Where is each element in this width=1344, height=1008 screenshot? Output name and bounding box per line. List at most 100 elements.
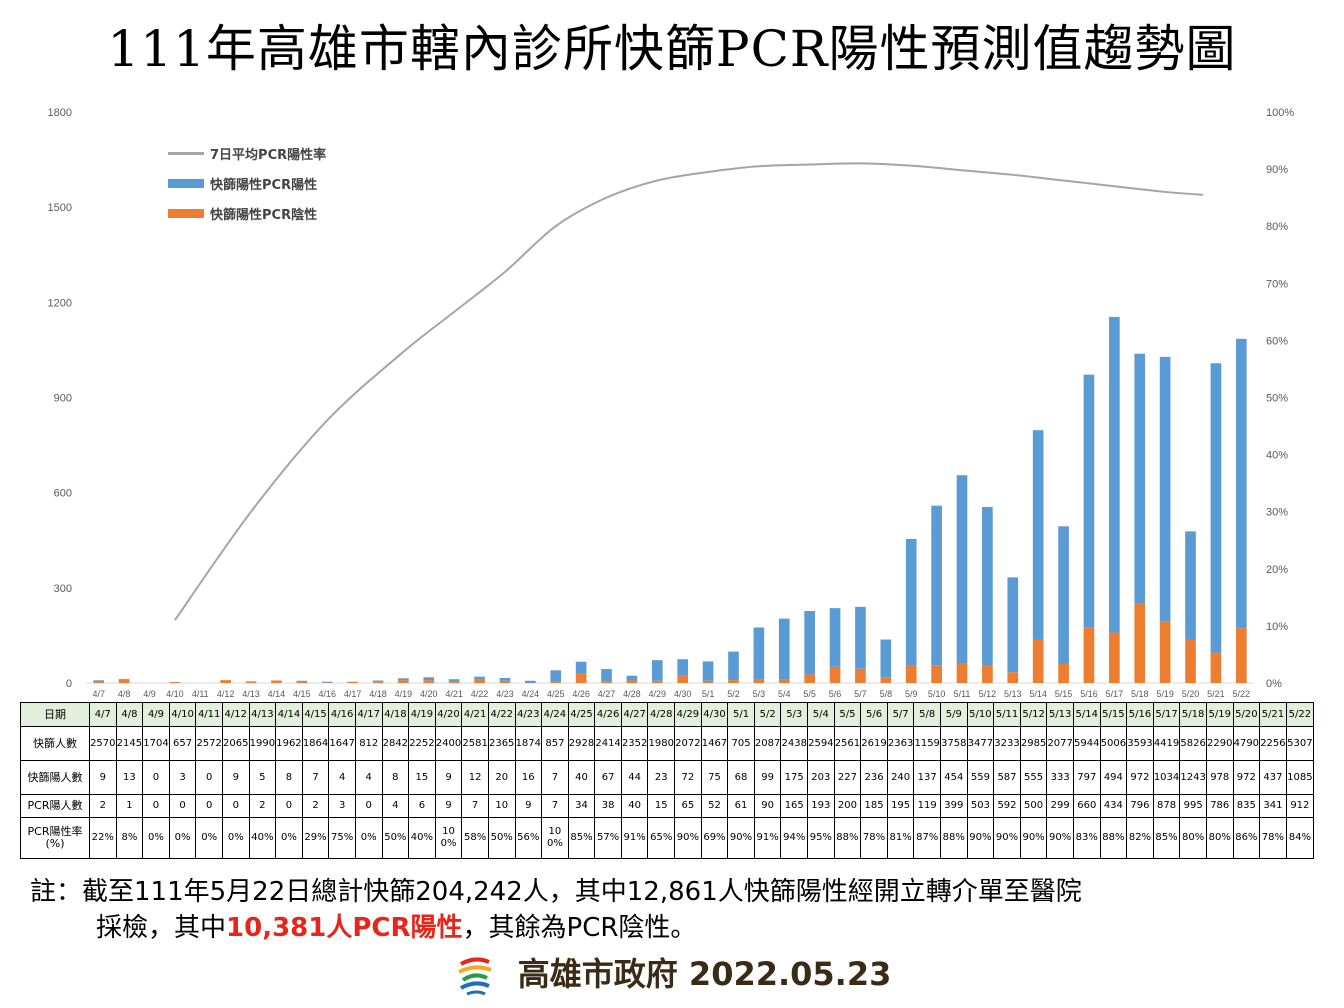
legend-line-swatch <box>168 151 204 155</box>
table-cell: 2365 <box>487 726 516 761</box>
table-cell: 4/29 <box>674 702 702 727</box>
table-cell: 56% <box>514 817 543 859</box>
bar-pcr-positive <box>1083 374 1095 628</box>
table-cell: 95% <box>807 817 835 859</box>
bar-pcr-positive <box>93 680 105 681</box>
table-cell: 1962 <box>275 726 303 761</box>
table-cell: 91% <box>753 817 782 859</box>
table-cell: 5 <box>248 760 277 795</box>
table-cell: 5/17 <box>1152 702 1181 727</box>
table-cell: 68 <box>727 760 755 795</box>
table-cell: 0 <box>275 794 303 818</box>
table-cell: 587 <box>993 760 1021 795</box>
bar-pcr-negative <box>296 681 308 683</box>
x-tick-label: 4/26 <box>572 689 590 699</box>
table-cell: 4/13 <box>248 702 277 727</box>
footnote-text-a: 採檢，其中 <box>96 913 227 943</box>
footnote-line-1: 註：截至111年5月22日總計快篩204,242人，其中12,861人快篩陽性經… <box>30 877 1082 907</box>
table-cell: 4/23 <box>514 702 543 727</box>
bar-pcr-positive <box>1134 353 1146 604</box>
table-cell: 40 <box>567 760 596 795</box>
table-cell: 15 <box>647 794 676 818</box>
table-cell: 4/24 <box>541 702 569 727</box>
x-tick-label: 4/16 <box>318 689 336 699</box>
bar-pcr-negative <box>169 682 181 683</box>
row-header: PCR陽人數 <box>20 794 90 818</box>
bar-pcr-negative <box>347 681 358 683</box>
bar-pcr-negative <box>1007 672 1019 683</box>
bar-pcr-negative <box>1134 603 1146 683</box>
table-cell: 88% <box>833 817 862 859</box>
footer: 高雄市政府 2022.05.23 <box>0 952 1344 998</box>
table-cell: 2290 <box>1205 726 1234 761</box>
table-cell: 75% <box>328 817 356 859</box>
table-cell: 5/3 <box>780 702 809 727</box>
table-cell: 203 <box>807 760 835 795</box>
bar-pcr-negative <box>372 681 384 683</box>
legend-blue-label: 快篩陽性PCR陽性 <box>210 177 318 193</box>
bar-pcr-negative <box>626 680 638 683</box>
right-tick-label: 30% <box>1266 507 1288 519</box>
table-cell: 503 <box>966 794 995 818</box>
table-cell: 80% <box>1179 817 1207 859</box>
bar-series <box>93 316 1247 683</box>
table-cell: 9 <box>514 794 543 818</box>
table-cell: 5/15 <box>1099 702 1128 727</box>
table-cell: 87% <box>913 817 941 859</box>
table-cell: 13 <box>115 760 144 795</box>
bar-pcr-negative <box>982 665 993 683</box>
bar-pcr-negative <box>702 680 714 683</box>
bar-pcr-negative <box>1058 663 1069 683</box>
table-cell: 555 <box>1019 760 1048 795</box>
chart: 0 300 600 900 1200 1500 1800 0% 10% 20% 30% 40% 50%… <box>48 107 1295 699</box>
bar-pcr-negative <box>956 663 968 683</box>
table-cell: 1864 <box>301 726 330 761</box>
table-cell: 5/9 <box>940 702 968 727</box>
table-cell: 9 <box>434 794 463 818</box>
table-cell: 797 <box>1072 760 1101 795</box>
table-cell: 1159 <box>913 726 941 761</box>
bar-pcr-positive <box>245 681 257 683</box>
bar-pcr-negative <box>93 680 105 683</box>
table-cell: 44 <box>620 760 649 795</box>
table-cell: 5/19 <box>1205 702 1234 727</box>
table-cell: 5826 <box>1179 726 1207 761</box>
bar-pcr-positive <box>296 680 308 682</box>
table-cell: 2594 <box>807 726 835 761</box>
table-cell: 2928 <box>567 726 596 761</box>
x-tick-label: 5/12 <box>979 689 997 699</box>
bar-pcr-negative <box>499 680 511 683</box>
line-7day-avg <box>174 162 1204 621</box>
bar-pcr-negative <box>575 673 587 683</box>
table-cell: 0 <box>354 794 383 818</box>
table-cell: 912 <box>1285 794 1315 818</box>
bar-pcr-positive <box>601 669 612 682</box>
table-cell: 38 <box>594 794 622 818</box>
bar-pcr-positive <box>474 676 485 680</box>
left-tick-label: 900 <box>54 393 72 405</box>
right-tick-label: 40% <box>1266 450 1288 462</box>
table-cell: 90% <box>727 817 755 859</box>
x-tick-label: 4/25 <box>547 689 565 699</box>
table-cell: 88% <box>1099 817 1128 859</box>
x-tick-label: 4/7 <box>92 689 105 699</box>
bar-pcr-negative <box>1109 632 1120 683</box>
x-tick-label: 4/24 <box>522 689 540 699</box>
table-row-date: 日期 4/7 4/8 4/9 4/10 4/11 4/12 4/13 4/14 4/15 4/16 4… <box>20 702 1315 727</box>
table-cell: 341 <box>1259 794 1287 818</box>
table-cell: 7 <box>461 794 489 818</box>
page-title: 111年高雄市轄內診所快篩PCR陽性預測值趨勢圖 <box>107 20 1237 78</box>
table-cell: 3477 <box>966 726 995 761</box>
x-tick-label: 4/17 <box>344 689 362 699</box>
left-tick-label: 300 <box>54 583 72 595</box>
x-axis-labels: 4/7 4/8 4/9 4/10 4/11 4/12 4/13 4/14 4/15 4/16 4/1… <box>92 689 1250 699</box>
table-cell: 227 <box>833 760 862 795</box>
bar-pcr-positive <box>372 680 384 682</box>
table-cell: 236 <box>860 760 888 795</box>
table-cell: 9 <box>89 760 117 795</box>
x-tick-label: 4/12 <box>217 689 235 699</box>
bar-pcr-positive <box>1235 338 1247 629</box>
legend-line-label: 7日平均PCR陽性率 <box>210 147 327 163</box>
bar-pcr-positive <box>702 661 714 681</box>
bar-pcr-positive <box>525 680 536 683</box>
